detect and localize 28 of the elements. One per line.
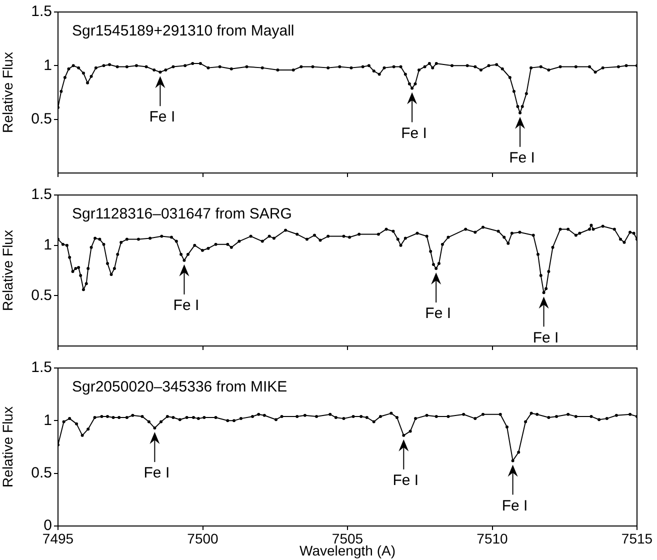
y-tick-label: 1 <box>44 56 52 74</box>
annotation: Fe I <box>149 108 176 126</box>
x-tick-label: 7500 <box>187 530 219 546</box>
x-tick-label: 7505 <box>332 530 364 546</box>
y-tick-label: 1 <box>44 236 52 254</box>
x-tick-label: 7510 <box>476 530 508 546</box>
annotation: Fe I <box>425 305 452 322</box>
y-tick-label: 1.5 <box>31 3 52 20</box>
y-tick-label: 1.5 <box>31 186 52 204</box>
annotation: Fe I <box>532 329 559 346</box>
text: Sgr1128316–031647 from SARG <box>72 206 292 223</box>
annotation: Fe I <box>173 297 200 314</box>
y-tick-label: 1 <box>44 412 52 429</box>
y-tick-label: 1.5 <box>31 359 52 376</box>
annotation: Fe I <box>392 472 419 490</box>
y-axis-title: Relative Flux <box>0 230 16 311</box>
annotation: Fe I <box>144 464 170 482</box>
y-tick-label: 0.5 <box>31 286 52 304</box>
x-tick-label: 7515 <box>621 530 653 546</box>
y-axis-title: Relative Flux <box>0 406 16 488</box>
text: Sgr2050020–345336 from MIKE <box>72 378 288 396</box>
y-tick-label: 0.5 <box>31 110 52 128</box>
y-axis-title: Relative Flux <box>0 52 16 133</box>
y-tick-label: 0.5 <box>31 464 52 482</box>
annotation: Fe I <box>502 497 528 514</box>
text: Sgr1545189+291310 from Mayall <box>72 22 294 40</box>
annotation: Fe I <box>509 150 535 167</box>
annotation: Fe I <box>401 124 427 142</box>
